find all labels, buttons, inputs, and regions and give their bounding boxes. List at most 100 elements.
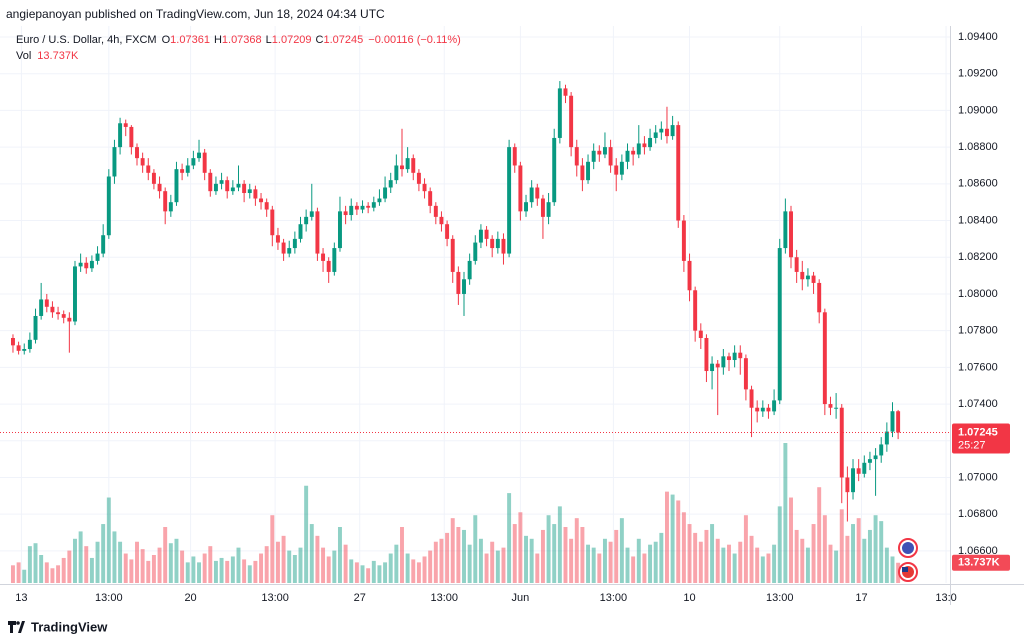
candle-body [349,205,354,216]
volume-bar [337,527,342,583]
candle-body [507,147,512,254]
legend-low: 1.07209 [272,34,312,46]
candle-body [208,172,213,192]
candle-body [755,407,760,412]
candle-body [383,187,388,199]
candle-body [867,459,872,463]
candle-body [478,229,483,243]
volume-bar [710,524,715,583]
volume-bar [772,544,777,583]
y-tick-label: 1.07400 [958,398,998,410]
volume-bar [789,497,793,583]
x-tick-label: 13:00 [261,592,289,604]
volume-bar [140,549,145,583]
candle-body [259,198,264,203]
candle-body [743,358,748,390]
candle-body [366,205,371,208]
y-tick-label: 1.08800 [958,141,998,153]
volume-bar [738,541,743,583]
volume-bar [400,527,404,583]
volume-bar [185,562,190,583]
candle-body [619,161,624,175]
volume-bar [73,538,77,583]
candle-body [597,150,602,155]
candle-body [586,161,591,181]
volume-bar [146,560,151,583]
candle-body [524,202,528,212]
candle-body [557,88,562,138]
candle-body [371,202,376,208]
candle-body [467,260,472,280]
candle-body [337,211,342,249]
grid [0,26,950,583]
candle-body [653,132,658,138]
candle-body [450,238,455,272]
volume-bar [366,568,371,583]
candle-body [50,306,55,313]
candle-body [698,330,703,338]
volume-bar [777,506,782,583]
volume-bar [845,535,850,583]
candle-body [721,356,726,368]
candle-body [292,238,297,249]
candle-body [501,238,506,254]
candle-body [416,172,421,184]
candle-body [879,444,884,456]
candle-body [332,248,337,272]
volume-bar [422,556,427,583]
volume-title: Vol [16,50,31,62]
volume-bar [39,555,44,583]
volume-bar [518,512,523,583]
legend: Euro / U.S. Dollar, 4h, FXCM O1.07361 H1.0… [16,34,461,46]
candle-body [540,198,545,217]
candle-body [484,229,489,239]
volume-bar [450,518,455,583]
volume-bar [698,541,703,583]
candle-body [225,180,230,192]
volume-bar [343,544,348,583]
candle-body [834,407,839,409]
volume-bar [157,547,162,583]
candle-body [552,137,557,203]
volume-bar [242,559,247,583]
event-icon-flag [902,542,914,554]
volume-bar [783,443,788,583]
volume-bar [84,546,89,583]
volume-bar [33,543,38,583]
last-price-tag [952,423,1010,454]
volume-bars [10,443,901,583]
volume-bar [309,524,314,583]
candle-body [495,238,500,249]
volume-tag-label: 13.737K [958,557,1000,569]
x-tick-label: 10 [683,592,695,604]
candle-body [309,211,314,217]
candle-body [275,235,280,243]
volume-bar [230,556,235,583]
candle-body [676,125,681,221]
volume-bar [405,553,410,583]
candles [10,81,901,522]
candle-body [202,152,207,173]
candle-body [439,216,444,225]
candle-body [44,299,49,307]
volume-bar [354,562,359,583]
volume-bar [118,541,123,583]
x-tick-label: 13:00 [431,592,459,604]
volume-bar [112,531,117,583]
volume-bar [202,553,207,583]
volume-bar [665,491,669,583]
event-icons [898,538,918,582]
candle-body [704,337,709,372]
volume-bar [56,565,61,583]
volume-bar [574,518,579,583]
candle-body [636,143,641,155]
candle-body [281,242,286,254]
candle-body [665,128,669,137]
candle-body [749,389,754,408]
volume-bar [174,538,179,583]
volume-bar [529,538,534,583]
volume-bar [867,529,872,583]
candle-body [811,275,816,283]
candle-body [61,314,66,318]
